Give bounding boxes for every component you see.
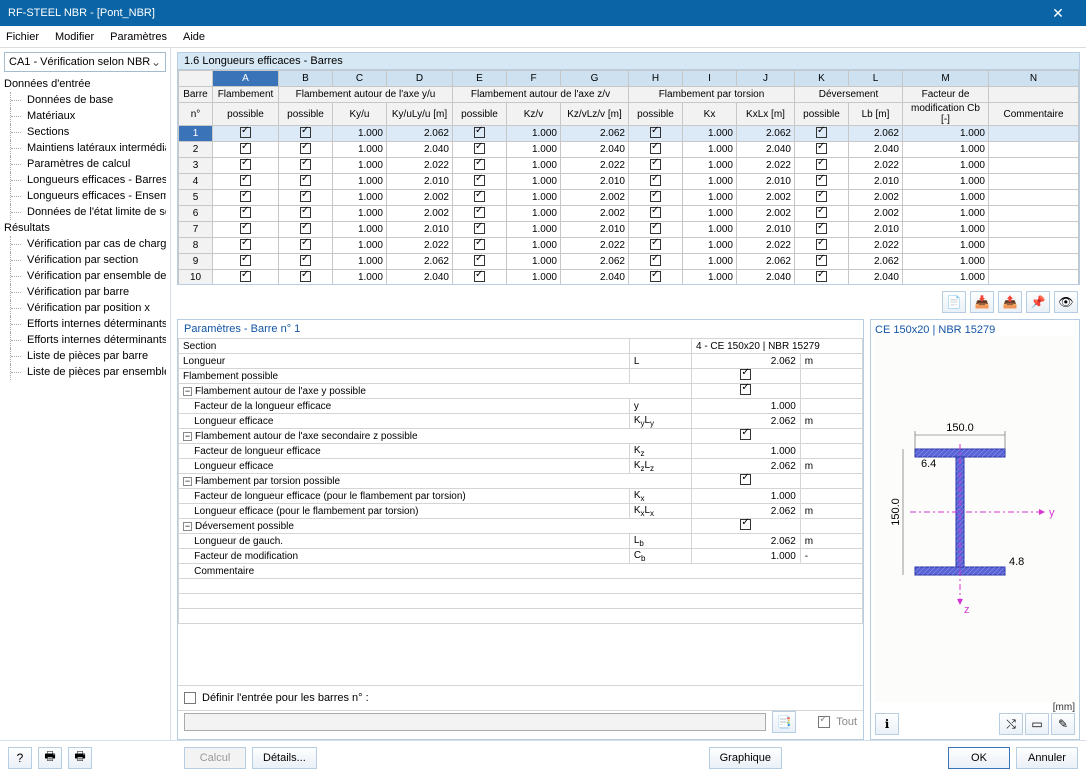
view-icon[interactable]: 👁: [1054, 291, 1078, 313]
tree-item[interactable]: Vérification par ensemble de barres: [10, 268, 166, 284]
table-row[interactable]: 81.0002.0221.0002.0221.0002.0222.0221.00…: [179, 238, 1079, 254]
column-letter[interactable]: E: [453, 71, 507, 87]
tree-item[interactable]: Maintiens latéraux intermédiaires: [10, 140, 166, 156]
axes-icon[interactable]: ⤭: [999, 713, 1023, 735]
tree-item[interactable]: Données de base: [10, 92, 166, 108]
table-row[interactable]: 51.0002.0021.0002.0021.0002.0022.0021.00…: [179, 190, 1079, 206]
tree-item[interactable]: Liste de pièces par ensemble de barres: [10, 364, 166, 380]
table-row[interactable]: 31.0002.0221.0002.0221.0002.0222.0221.00…: [179, 158, 1079, 174]
parameters-table[interactable]: Section4 - CE 150x20 | NBR 15279Longueur…: [178, 338, 863, 624]
case-combo[interactable]: CA1 - Vérification selon NBR: [4, 52, 166, 72]
svg-text:150.0: 150.0: [946, 422, 974, 434]
column-letter[interactable]: B: [279, 71, 333, 87]
column-letter[interactable]: F: [507, 71, 561, 87]
help-icon[interactable]: ?: [8, 747, 32, 769]
graphique-button[interactable]: Graphique: [709, 747, 782, 769]
column-letter[interactable]: D: [387, 71, 453, 87]
column-letter[interactable]: G: [561, 71, 629, 87]
nav-tree: Données d'entrée Données de baseMatériau…: [4, 76, 166, 380]
tree-item[interactable]: Vérification par barre: [10, 284, 166, 300]
tree-item[interactable]: Efforts internes déterminants par ensemb…: [10, 332, 166, 348]
calcul-button[interactable]: Calcul: [184, 747, 246, 769]
define-checkbox[interactable]: [184, 692, 196, 704]
table-row[interactable]: 61.0002.0021.0002.0021.0002.0022.0021.00…: [179, 206, 1079, 222]
table-row[interactable]: 101.0002.0401.0002.0401.0002.0402.0401.0…: [179, 270, 1079, 286]
tree-group-input[interactable]: Données d'entrée: [4, 76, 166, 92]
menu-file[interactable]: Fichier: [6, 31, 39, 43]
menu-help[interactable]: Aide: [183, 31, 205, 43]
import-icon[interactable]: 📥: [970, 291, 994, 313]
tree-item[interactable]: Vérification par cas de charge: [10, 236, 166, 252]
svg-text:150.0: 150.0: [890, 498, 902, 526]
window-title: RF-STEEL NBR - [Pont_NBR]: [8, 7, 1038, 19]
menu-settings[interactable]: Paramètres: [110, 31, 167, 43]
svg-text:4.8: 4.8: [1009, 556, 1024, 568]
close-icon[interactable]: ✕: [1038, 5, 1078, 22]
column-letter[interactable]: A: [213, 71, 279, 87]
filter-icon[interactable]: 📌: [1026, 291, 1050, 313]
parameters-title: Paramètres - Barre n° 1: [178, 320, 863, 338]
column-letter[interactable]: C: [333, 71, 387, 87]
column-letter[interactable]: L: [849, 71, 903, 87]
tree-item[interactable]: Longueurs efficaces - Ensembles: [10, 188, 166, 204]
tree-item[interactable]: Vérification par position x: [10, 300, 166, 316]
column-letter[interactable]: I: [683, 71, 737, 87]
column-letter[interactable]: H: [629, 71, 683, 87]
table-row[interactable]: 91.0002.0621.0002.0621.0002.0622.0621.00…: [179, 254, 1079, 270]
tree-group-results[interactable]: Résultats: [4, 220, 166, 236]
left-panel: CA1 - Vérification selon NBR Données d'e…: [0, 48, 171, 740]
tree-item[interactable]: Données de l'état limite de service: [10, 204, 166, 220]
footer: ? 🖶 🖶 Calcul Détails... Graphique OK Ann…: [0, 740, 1086, 774]
menu-edit[interactable]: Modifier: [55, 31, 94, 43]
table-row[interactable]: 21.0002.0401.0002.0401.0002.0402.0401.00…: [179, 142, 1079, 158]
table-row[interactable]: 71.0002.0101.0002.0101.0002.0102.0101.00…: [179, 222, 1079, 238]
print-icon[interactable]: 🖶: [38, 747, 62, 769]
define-row: Définir l'entrée pour les barres n° :: [178, 685, 863, 710]
define-input[interactable]: [184, 713, 766, 731]
annuler-button[interactable]: Annuler: [1016, 747, 1078, 769]
define-label: Définir l'entrée pour les barres n° :: [202, 692, 369, 704]
svg-text:6.4: 6.4: [921, 458, 936, 470]
table-row[interactable]: 11.0002.0621.0002.0621.0002.0622.0621.00…: [179, 126, 1079, 142]
column-letter[interactable]: M: [903, 71, 989, 87]
panel-title: 1.6 Longueurs efficaces - Barres: [177, 52, 1080, 70]
column-letter[interactable]: K: [795, 71, 849, 87]
dimensions-icon[interactable]: ▭: [1025, 713, 1049, 735]
ok-button[interactable]: OK: [948, 747, 1010, 769]
tree-item[interactable]: Paramètres de calcul: [10, 156, 166, 172]
tree-item[interactable]: Longueurs efficaces - Barres: [10, 172, 166, 188]
tree-item[interactable]: Liste de pièces par barre: [10, 348, 166, 364]
tout-label: Tout: [836, 716, 857, 728]
export-excel-icon[interactable]: 📄: [942, 291, 966, 313]
preview-unit: [mm]: [875, 702, 1075, 713]
section-preview: CE 150x20 | NBR 15279 150.0 150.0 6.4 4.8 y z…: [870, 319, 1080, 740]
tree-item[interactable]: Vérification par section: [10, 252, 166, 268]
effective-lengths-grid[interactable]: ABCDEFGHIJKLMNBarreFlambementFlambement …: [178, 70, 1079, 285]
pick-members-icon[interactable]: 📑: [772, 711, 796, 733]
section-drawing: 150.0 150.0 6.4 4.8 y z: [875, 336, 1075, 702]
table-row[interactable]: 41.0002.0101.0002.0101.0002.0102.0101.00…: [179, 174, 1079, 190]
details-button[interactable]: Détails...: [252, 747, 317, 769]
title-bar: RF-STEEL NBR - [Pont_NBR] ✕: [0, 0, 1086, 26]
tree-item[interactable]: Sections: [10, 124, 166, 140]
preview-title: CE 150x20 | NBR 15279: [875, 324, 1075, 336]
print-section-icon[interactable]: ✎: [1051, 713, 1075, 735]
right-panel: 1.6 Longueurs efficaces - Barres ABCDEFG…: [171, 48, 1086, 740]
svg-text:y: y: [1049, 507, 1055, 519]
column-letter[interactable]: N: [989, 71, 1079, 87]
print-all-icon[interactable]: 🖶: [68, 747, 92, 769]
export-icon[interactable]: 📤: [998, 291, 1022, 313]
parameters-panel: Paramètres - Barre n° 1 Section4 - CE 15…: [177, 319, 864, 740]
grid-wrapper: ABCDEFGHIJKLMNBarreFlambementFlambement …: [177, 70, 1080, 285]
column-letter[interactable]: J: [737, 71, 795, 87]
tree-item[interactable]: Matériaux: [10, 108, 166, 124]
tree-item[interactable]: Efforts internes déterminants par barre: [10, 316, 166, 332]
tout-checkbox[interactable]: ✓: [818, 716, 830, 728]
menu-bar: Fichier Modifier Paramètres Aide: [0, 26, 1086, 48]
info-icon[interactable]: ℹ: [875, 713, 899, 735]
svg-text:z: z: [964, 604, 970, 616]
grid-toolbar: 📄 📥 📤 📌 👁: [177, 285, 1080, 319]
case-combo-label: CA1 - Vérification selon NBR: [9, 56, 150, 68]
